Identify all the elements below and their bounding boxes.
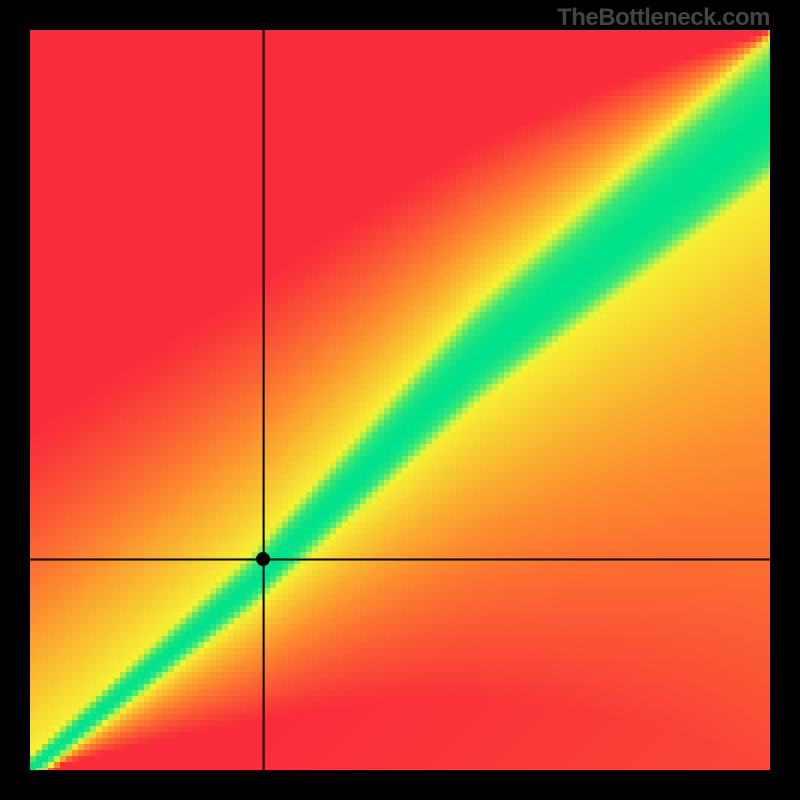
heatmap-canvas bbox=[30, 30, 770, 770]
chart-frame: TheBottleneck.com bbox=[0, 0, 800, 800]
watermark-text: TheBottleneck.com bbox=[557, 4, 770, 32]
